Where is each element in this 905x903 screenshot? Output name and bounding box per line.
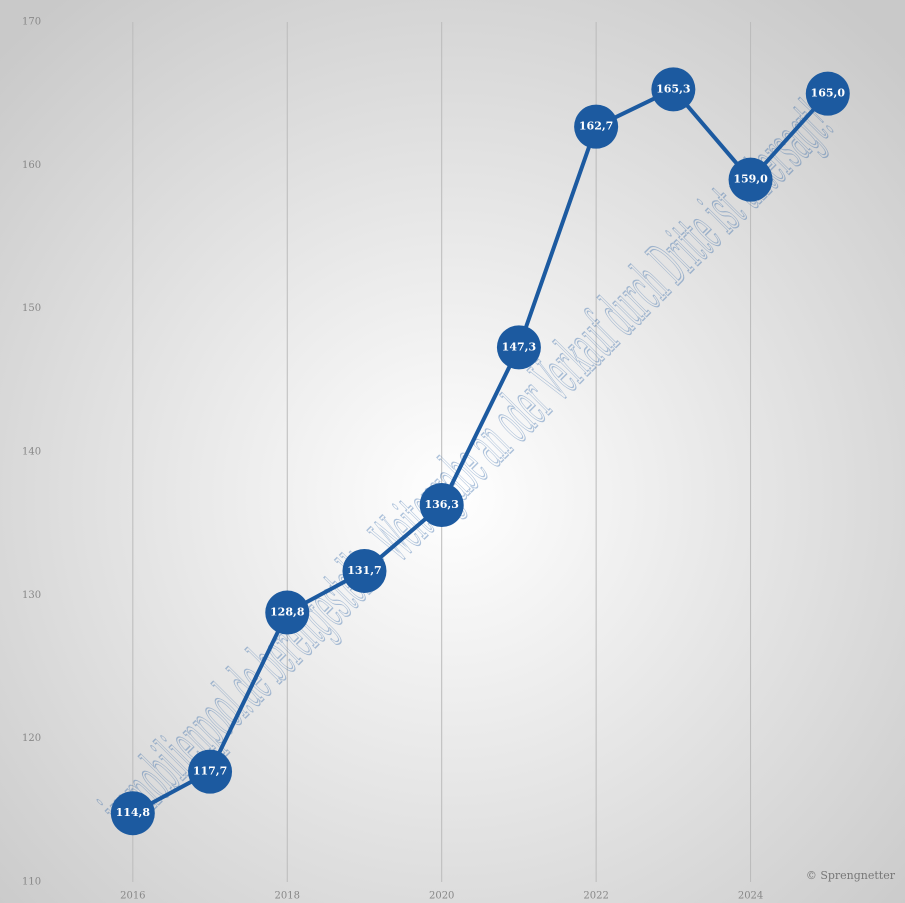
y-tick-label: 120 xyxy=(22,733,41,744)
value-label: 136,3 xyxy=(424,498,458,511)
point xyxy=(728,157,773,202)
x-tick-label: 2022 xyxy=(583,891,608,902)
value-label: 128,8 xyxy=(270,606,305,619)
point xyxy=(419,483,464,528)
point xyxy=(496,325,541,370)
value-label: 114,8 xyxy=(116,806,151,819)
value-label: 131,7 xyxy=(347,564,381,577)
point xyxy=(651,67,696,112)
x-tick-label: 2016 xyxy=(120,891,145,902)
y-tick-label: 130 xyxy=(22,590,41,601)
point xyxy=(188,749,233,794)
value-label: 159,0 xyxy=(733,173,768,186)
value-label: 165,3 xyxy=(656,82,690,95)
x-tick-label: 2020 xyxy=(429,891,454,902)
y-tick-label: 140 xyxy=(22,447,41,458)
value-label: 117,7 xyxy=(193,765,227,778)
point xyxy=(574,104,619,149)
point xyxy=(342,548,387,593)
value-label: 162,7 xyxy=(579,120,613,133)
x-tick-label: 2024 xyxy=(738,891,763,902)
value-label: 147,3 xyxy=(502,340,536,353)
y-tick-label: 170 xyxy=(22,17,41,28)
y-tick-label: 160 xyxy=(22,160,41,171)
source: © Sprengnetter xyxy=(806,869,896,882)
y-tick-label: 150 xyxy=(22,303,41,314)
y-tick-label: 110 xyxy=(22,877,41,888)
point xyxy=(110,791,155,836)
value-label: 165,0 xyxy=(811,87,846,100)
point xyxy=(265,590,310,635)
point xyxy=(805,71,850,116)
x-tick-label: 2018 xyxy=(275,891,300,902)
series-line xyxy=(131,86,830,815)
